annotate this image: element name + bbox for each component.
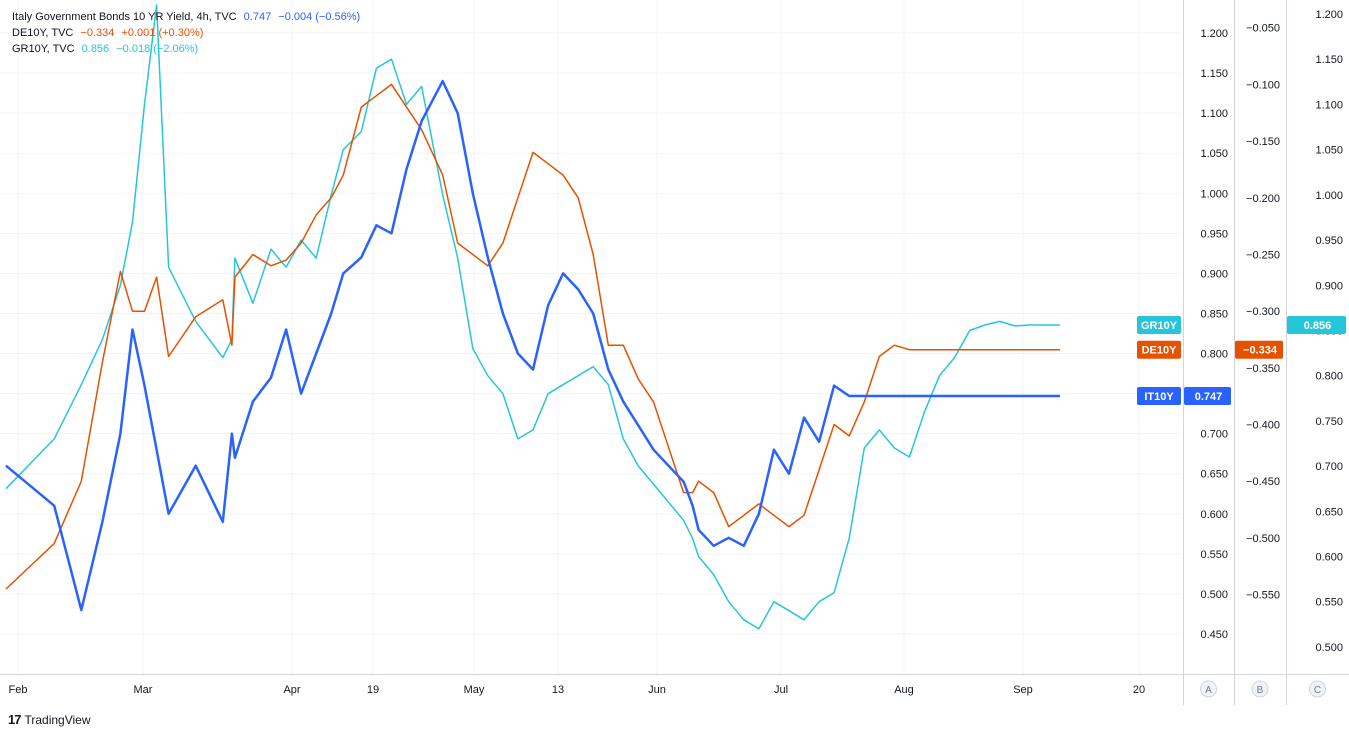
y-tick-label-c: 0.750 [1315,416,1343,428]
y-tick-label-a: 0.450 [1200,629,1228,641]
series-line-gr10y [5,4,1060,630]
y-tick-label-a: 1.200 [1200,28,1228,40]
x-tick-label: Aug [894,684,914,696]
scale-label-b: B [1257,685,1264,696]
y-tick-label-a: 1.100 [1200,108,1228,120]
y-tick-label-b: −0.550 [1246,590,1280,602]
legend-main-name: Italy Government Bonds 10 YR Yield, 4h, … [12,11,237,23]
y-tick-label-b: −0.200 [1246,193,1280,205]
y-tick-label-a: 0.900 [1200,268,1228,280]
y-tick-label-c: 0.550 [1315,597,1343,609]
x-tick-label: Sep [1013,684,1033,696]
y-tick-label-c: 1.050 [1315,145,1343,157]
x-tick-label: 19 [367,684,379,696]
y-tick-label-c: 0.650 [1315,506,1343,518]
scale-label-badge [1251,680,1269,698]
scale-label-a: A [1205,685,1212,696]
legend-main-value: 0.747 [243,11,272,23]
y-tick-label-c: 0.600 [1315,551,1343,563]
y-tick-label-c: 1.150 [1315,54,1343,66]
legend-main[interactable]: Italy Government Bonds 10 YR Yield, 4h, … [12,9,364,25]
series-line-de10y [5,83,1060,590]
x-tick-label: Jul [774,684,788,696]
x-tick-label: Jun [648,684,666,696]
legend-gr-name: GR10Y, TVC [12,43,75,55]
series-label-it10y: IT10Y [1137,386,1181,405]
y-tick-label-a: 0.850 [1200,308,1228,320]
x-tick-label: Feb [9,684,28,696]
legend-de[interactable]: DE10Y, TVC −0.334 +0.001 (+0.30%) [12,25,364,41]
legend: Italy Government Bonds 10 YR Yield, 4h, … [12,9,364,57]
y-tick-label-c: 0.900 [1315,280,1343,292]
y-tick-label-a: 0.650 [1200,469,1228,481]
x-tick-label: 20 [1133,684,1145,696]
legend-de-change: +0.001 (+0.30%) [121,27,204,39]
y-tick-label-b: −0.300 [1246,306,1280,318]
y-tick-label-a: 0.700 [1200,429,1228,441]
y-tick-label-a: 1.050 [1200,148,1228,160]
series-value-badge-it10y: 0.747 [1184,386,1231,405]
y-tick-label-a: 0.500 [1200,589,1228,601]
y-tick-label-a: 0.950 [1200,228,1228,240]
y-tick-label-b: −0.450 [1246,476,1280,488]
series-value-badge-de10y: −0.334 [1235,340,1283,359]
series-layer [5,4,1060,630]
y-tick-label-c: 1.100 [1315,99,1343,111]
legend-de-name: DE10Y, TVC [12,27,74,39]
y-tick-label-c: 1.200 [1315,9,1343,21]
series-line-it10y [5,79,1060,612]
y-tick-label-a: 0.550 [1200,549,1228,561]
series-label-de10y: DE10Y [1137,340,1181,359]
y-tick-label-b: −0.150 [1246,136,1280,148]
y-tick-label-b: −0.400 [1246,420,1280,432]
y-tick-label-a: 1.000 [1200,188,1228,200]
series-value-badge-gr10y: 0.856 [1287,316,1346,335]
series-label-text: IT10Y [1144,391,1174,403]
tradingview-logo-icon: 17 [8,712,22,727]
series-label-gr10y: GR10Y [1137,316,1181,335]
y-tick-label-a: 0.800 [1200,349,1228,361]
y-tick-label-b: −0.050 [1246,23,1280,35]
y-tick-label-b: −0.350 [1246,363,1280,375]
series-value-text: 0.856 [1304,320,1332,332]
series-label-text: DE10Y [1142,345,1178,357]
legend-gr[interactable]: GR10Y, TVC 0.856 −0.018 (−2.06%) [12,41,364,57]
y-tick-label-a: 1.150 [1200,68,1228,80]
tradingview-text: TradingView [24,712,91,727]
y-tick-label-b: −0.250 [1246,249,1280,261]
y-tick-label-b: −0.100 [1246,79,1280,91]
scale-label-badge [1309,680,1326,698]
legend-gr-change: −0.018 (−2.06%) [116,43,199,55]
series-label-text: GR10Y [1141,320,1178,332]
x-tick-label: Mar [134,684,153,696]
x-tick-label: Apr [283,684,300,696]
y-tick-label-c: 0.950 [1315,235,1343,247]
legend-gr-value: 0.856 [81,43,110,55]
y-tick-label-c: 1.000 [1315,190,1343,202]
legend-de-value: −0.334 [80,27,115,39]
tradingview-watermark[interactable]: 17 TradingView [8,712,91,727]
y-tick-label-c: 0.700 [1315,461,1343,473]
y-tick-label-c: 0.800 [1315,371,1343,383]
series-value-text: −0.334 [1243,345,1278,357]
y-tick-label-c: 0.500 [1315,642,1343,654]
grid [0,0,1182,674]
y-tick-label-a: 0.600 [1200,509,1228,521]
axes: 0.450 0.500 0.550 0.600 0.650 0.700 0.750 0.800… [0,0,1349,705]
legend-main-change: −0.004 (−0.56%) [278,11,361,23]
series-value-text: 0.747 [1195,391,1223,403]
scale-label-c: C [1314,685,1321,696]
x-tick-label: 13 [552,684,564,696]
y-tick-label-b: −0.500 [1246,533,1280,545]
scale-label-badge [1200,680,1217,698]
x-tick-label: May [464,684,485,696]
